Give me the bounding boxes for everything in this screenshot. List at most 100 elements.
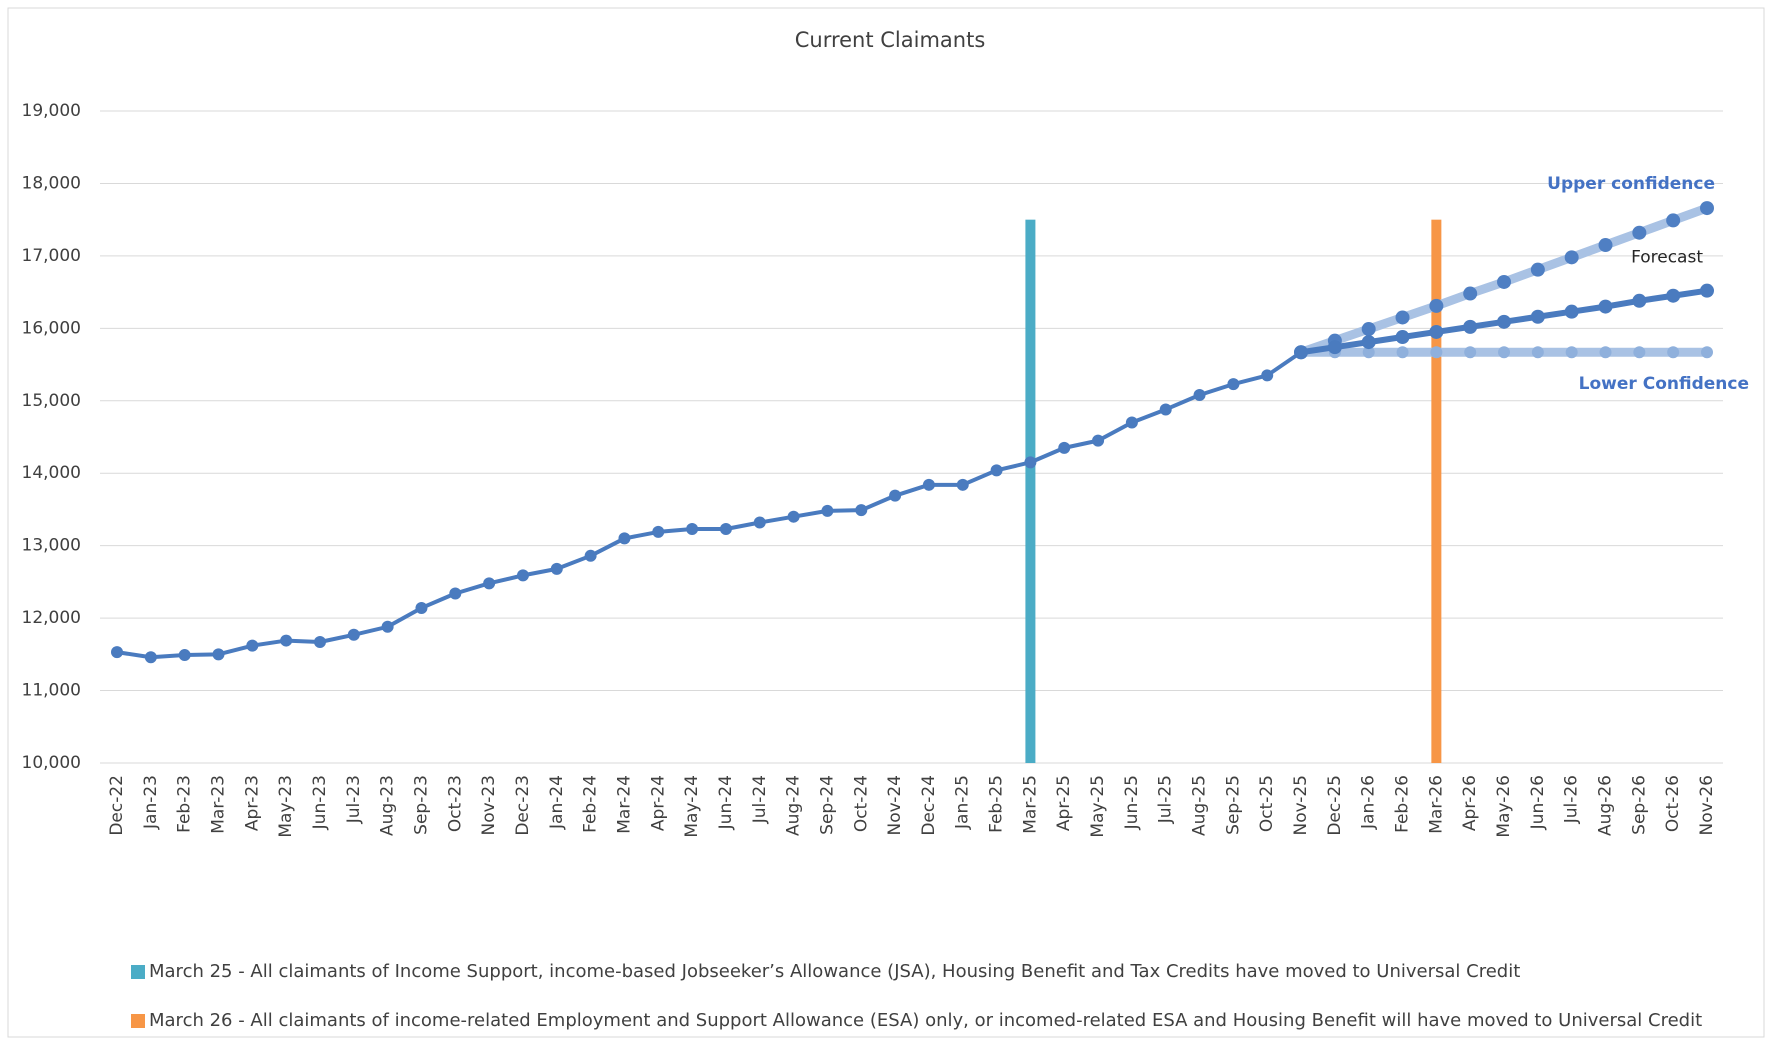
legend-swatch: [131, 1014, 145, 1028]
data-point: [1530, 262, 1545, 277]
chart-frame: [7, 7, 1765, 1038]
data-point: [1666, 213, 1681, 228]
x-tick-label: Apr-25: [1054, 775, 1074, 831]
x-tick-label: May-24: [682, 775, 702, 838]
data-point: [212, 648, 225, 661]
series-label: Lower Confidence: [1579, 374, 1749, 394]
x-tick-label: Apr-24: [648, 775, 668, 831]
data-point: [1598, 238, 1613, 253]
data-point: [313, 636, 326, 649]
x-tick-label: May-26: [1494, 775, 1514, 838]
data-point: [246, 639, 259, 652]
x-tick-label: Dec-25: [1325, 775, 1345, 836]
x-tick-label: Mar-24: [614, 775, 634, 834]
data-point: [1666, 288, 1681, 303]
x-tick-label: Jul-25: [1156, 775, 1176, 824]
x-tick-label: Nov-24: [885, 775, 905, 836]
x-tick-label: Dec-24: [919, 775, 939, 836]
x-tick-label: Oct-23: [445, 775, 465, 832]
data-point: [719, 523, 732, 536]
x-tick-label: Apr-23: [242, 775, 262, 831]
data-point: [415, 601, 428, 614]
data-point: [1700, 201, 1714, 216]
data-point: [1498, 346, 1511, 359]
x-tick-label: Aug-26: [1596, 775, 1616, 836]
y-tick-label: 15,000: [22, 391, 81, 411]
x-tick-label: Jun-26: [1528, 775, 1548, 830]
x-tick-label: May-23: [276, 775, 296, 838]
data-point: [1497, 274, 1512, 289]
y-tick-label: 13,000: [22, 536, 81, 556]
marker-bar: [1025, 219, 1036, 763]
x-tick-label: Jan-24: [547, 775, 567, 830]
x-tick-label: Mar-26: [1426, 775, 1446, 834]
x-tick-label: Jul-23: [344, 775, 364, 824]
x-tick-label: Oct-25: [1257, 775, 1277, 832]
series-label: Upper confidence: [1547, 174, 1715, 194]
data-point: [1497, 314, 1512, 329]
data-point: [686, 523, 699, 536]
data-point: [449, 587, 462, 600]
data-point: [584, 549, 597, 562]
data-point: [1632, 225, 1647, 240]
x-tick-label: Aug-25: [1190, 775, 1210, 836]
x-tick-label: Jun-25: [1122, 775, 1142, 830]
data-point: [753, 516, 766, 529]
data-point: [280, 634, 293, 647]
x-tick-label: Apr-26: [1460, 775, 1480, 831]
x-tick-label: Sep-23: [411, 775, 431, 835]
data-point: [1429, 298, 1444, 313]
legend-swatch: [131, 965, 145, 979]
data-point: [1599, 346, 1612, 359]
data-point: [1294, 345, 1309, 360]
data-point: [1430, 346, 1443, 359]
data-point: [1227, 378, 1240, 391]
data-point: [1463, 319, 1478, 334]
data-point: [1395, 310, 1410, 325]
x-tick-label: Nov-26: [1697, 775, 1717, 836]
y-tick-label: 19,000: [22, 101, 81, 121]
x-tick-label: Jul-24: [750, 775, 770, 824]
data-point: [381, 620, 394, 633]
data-point: [550, 562, 563, 575]
y-tick-label: 11,000: [22, 681, 81, 701]
x-tick-label: Feb-23: [175, 775, 195, 833]
data-point: [618, 532, 631, 545]
data-point: [1429, 324, 1444, 339]
data-point: [1632, 293, 1647, 308]
x-tick-label: Mar-23: [208, 775, 228, 834]
data-point: [956, 478, 969, 491]
x-tick-label: Sep-25: [1223, 775, 1243, 835]
data-point: [1463, 286, 1478, 301]
x-tick-label: Mar-25: [1020, 775, 1040, 834]
data-point: [1024, 456, 1037, 469]
data-point: [1531, 346, 1544, 359]
data-point: [1362, 346, 1375, 359]
data-point: [1396, 346, 1409, 359]
data-point: [1361, 335, 1376, 350]
data-point: [111, 646, 123, 659]
data-point: [1159, 403, 1172, 416]
data-point: [347, 628, 360, 641]
y-tick-label: 14,000: [22, 463, 81, 483]
x-tick-label: Jul-26: [1562, 775, 1582, 824]
data-point: [483, 577, 496, 590]
y-tick-label: 10,000: [22, 753, 81, 773]
data-point: [178, 649, 191, 662]
x-tick-label: Feb-24: [581, 775, 601, 833]
data-point: [990, 464, 1003, 477]
x-tick-label: Aug-24: [784, 775, 804, 836]
data-point: [1261, 369, 1274, 382]
data-point: [516, 569, 529, 582]
legend-label: March 25 - All claimants of Income Suppo…: [149, 961, 1520, 982]
x-tick-label: Sep-24: [817, 775, 837, 835]
data-point: [1530, 309, 1545, 324]
data-point: [855, 504, 868, 517]
data-point: [821, 504, 834, 517]
data-point: [1395, 330, 1410, 345]
data-point: [1700, 283, 1714, 298]
x-tick-label: Aug-23: [378, 775, 398, 836]
data-point: [1092, 434, 1105, 447]
legend-label: March 26 - All claimants of income-relat…: [149, 1010, 1702, 1031]
